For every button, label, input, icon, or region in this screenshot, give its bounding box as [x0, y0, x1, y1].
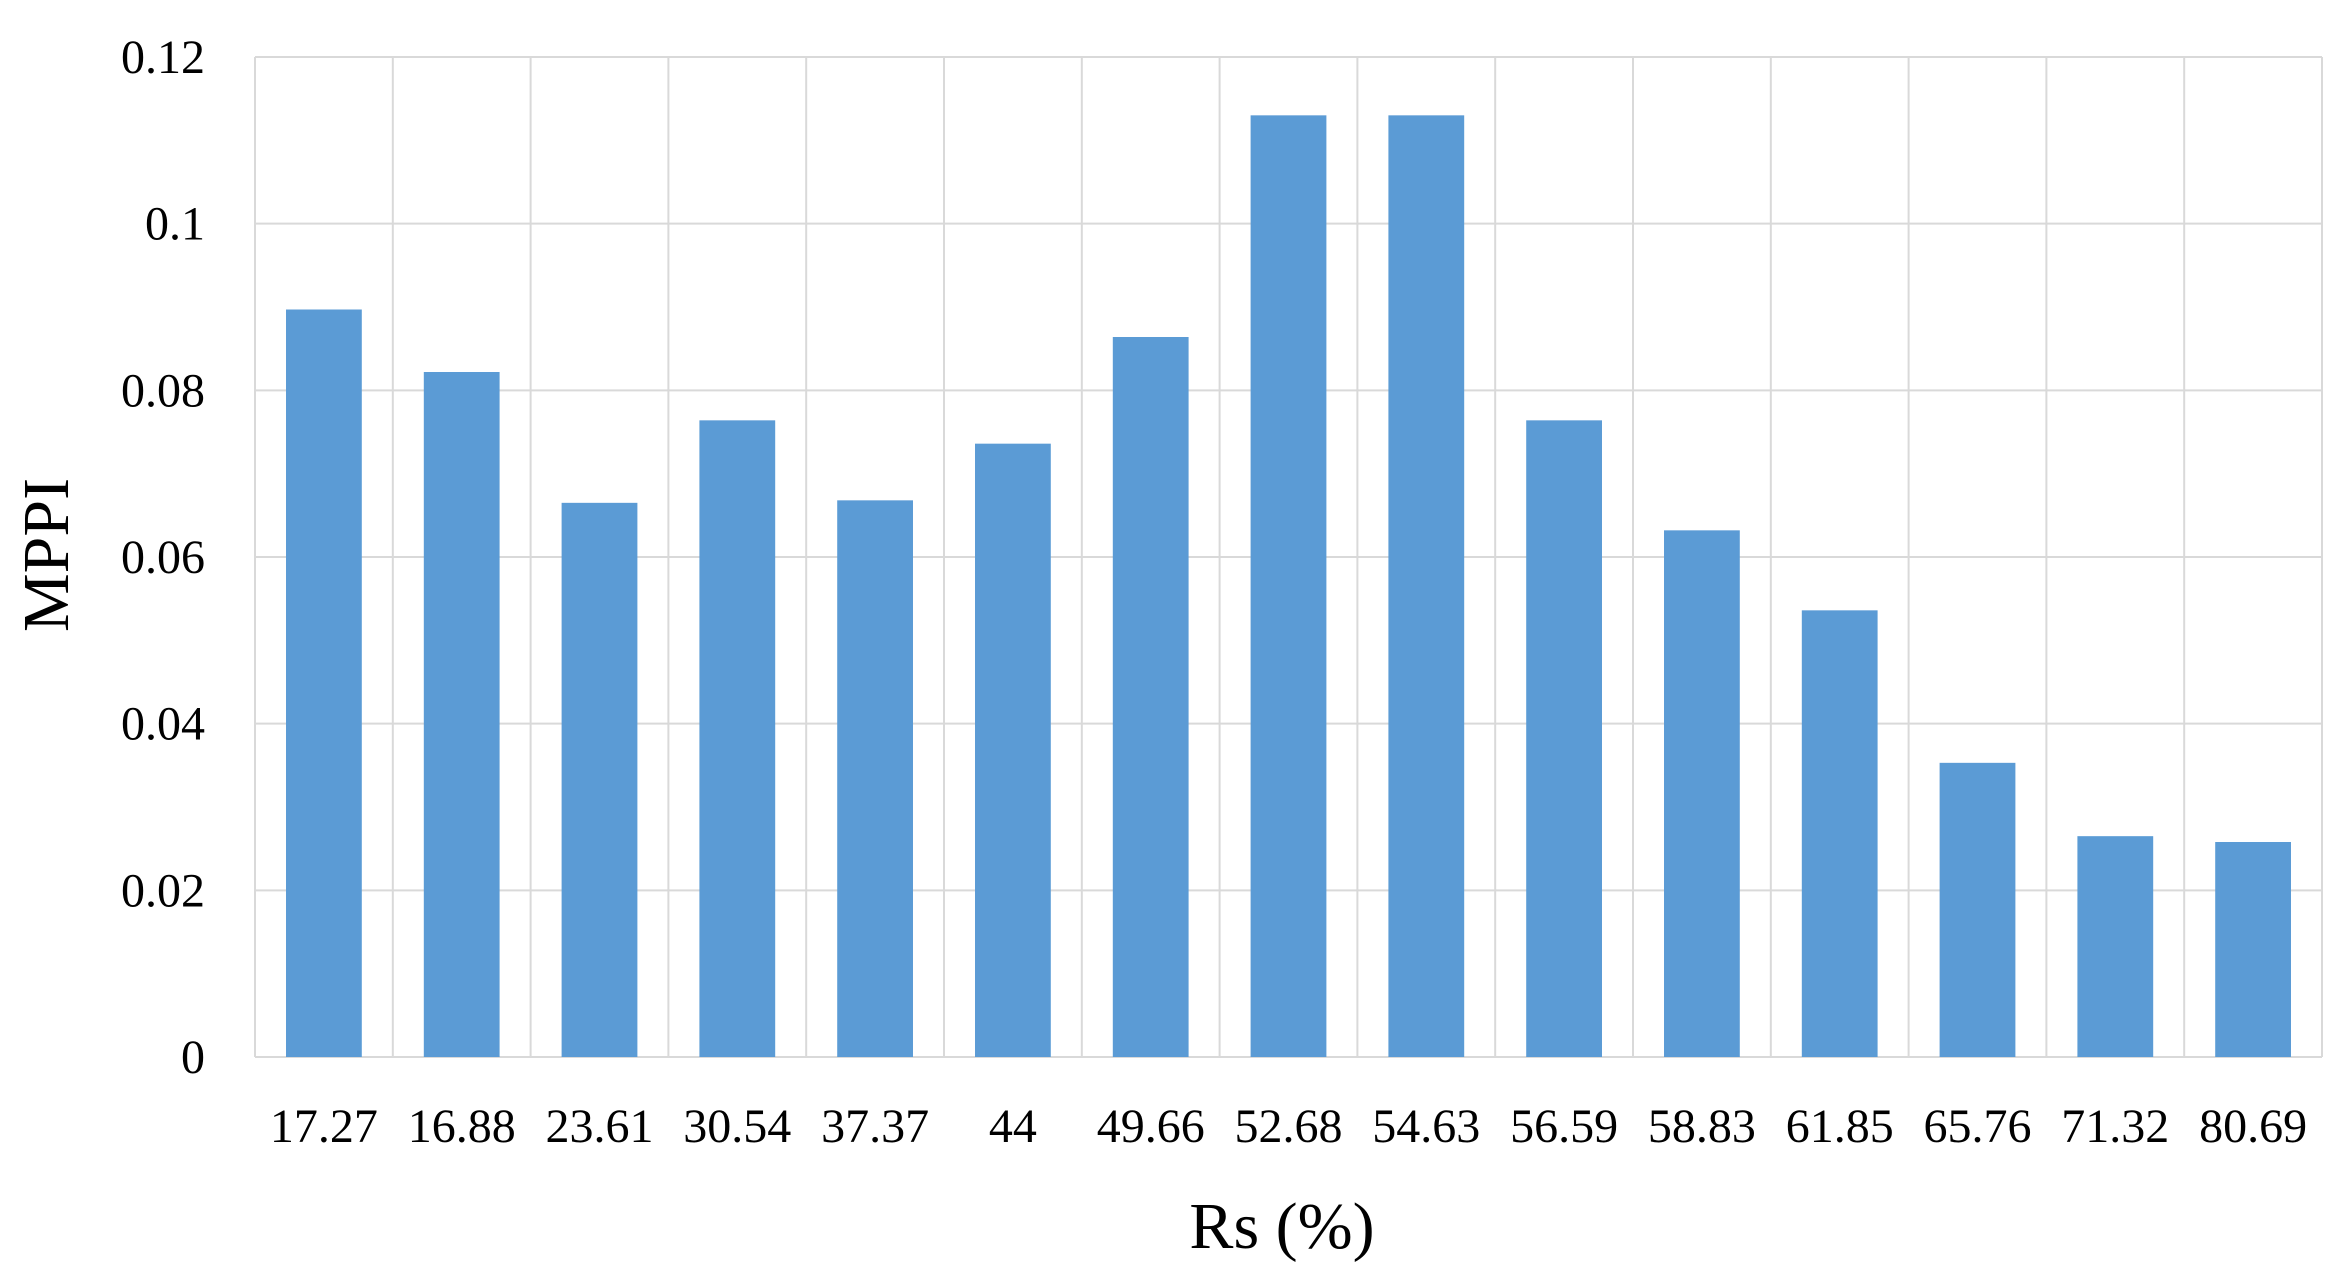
x-tick-label: 54.63 [1372, 1100, 1480, 1153]
y-tick-label: 0 [181, 1031, 205, 1084]
bar-54.63 [1388, 115, 1465, 1058]
bars [286, 115, 2291, 1058]
y-tick-label: 0.06 [121, 531, 205, 584]
x-tick-label: 16.88 [408, 1100, 516, 1153]
x-axis-ticks: 17.27 16.88 23.61 30.54 37.37 44 49.66 52.68 54.… [270, 1100, 2307, 1153]
bar-49.66 [1112, 337, 1189, 1057]
x-tick-label: 58.83 [1648, 1100, 1756, 1153]
x-tick-label: 71.32 [2061, 1100, 2169, 1153]
y-tick-label: 0.02 [121, 864, 205, 917]
bar-65.76 [1939, 762, 2016, 1057]
y-axis-ticks: 0 0.02 0.04 0.06 0.08 0.1 0.12 [121, 31, 205, 1084]
x-tick-label: 80.69 [2199, 1100, 2307, 1153]
x-axis-label: Rs (%) [1189, 1190, 1374, 1263]
bar-80.69 [2215, 842, 2291, 1057]
bar-17.27 [286, 309, 362, 1057]
x-tick-label: 37.37 [821, 1100, 929, 1153]
y-tick-label: 0.1 [145, 198, 205, 251]
bar-71.32 [2077, 836, 2154, 1057]
y-tick-label: 0.04 [121, 698, 205, 751]
x-tick-label: 23.61 [546, 1100, 654, 1153]
x-tick-label: 65.76 [1924, 1100, 2032, 1153]
bar-37.37 [837, 500, 913, 1057]
y-tick-label: 0.08 [121, 364, 205, 417]
y-axis-label: MPPI [10, 478, 83, 632]
x-tick-label: 52.68 [1235, 1100, 1343, 1153]
x-tick-label: 61.85 [1786, 1100, 1894, 1153]
bar-30.54 [699, 420, 776, 1057]
bar-61.85 [1801, 610, 1878, 1057]
bar-56.59 [1526, 420, 1602, 1057]
bar-44 [975, 443, 1051, 1058]
y-tick-label: 0.12 [121, 31, 205, 84]
x-tick-label: 49.66 [1097, 1100, 1205, 1153]
x-tick-label: 30.54 [683, 1100, 791, 1153]
x-tick-label: 17.27 [270, 1100, 378, 1153]
bar-58.83 [1664, 530, 1740, 1057]
x-tick-label: 44 [989, 1100, 1037, 1153]
x-tick-label: 56.59 [1510, 1100, 1618, 1153]
bar-23.61 [561, 502, 638, 1057]
grid [254, 56, 2323, 1058]
bar-52.68 [1250, 115, 1327, 1058]
bar-16.88 [423, 372, 500, 1057]
